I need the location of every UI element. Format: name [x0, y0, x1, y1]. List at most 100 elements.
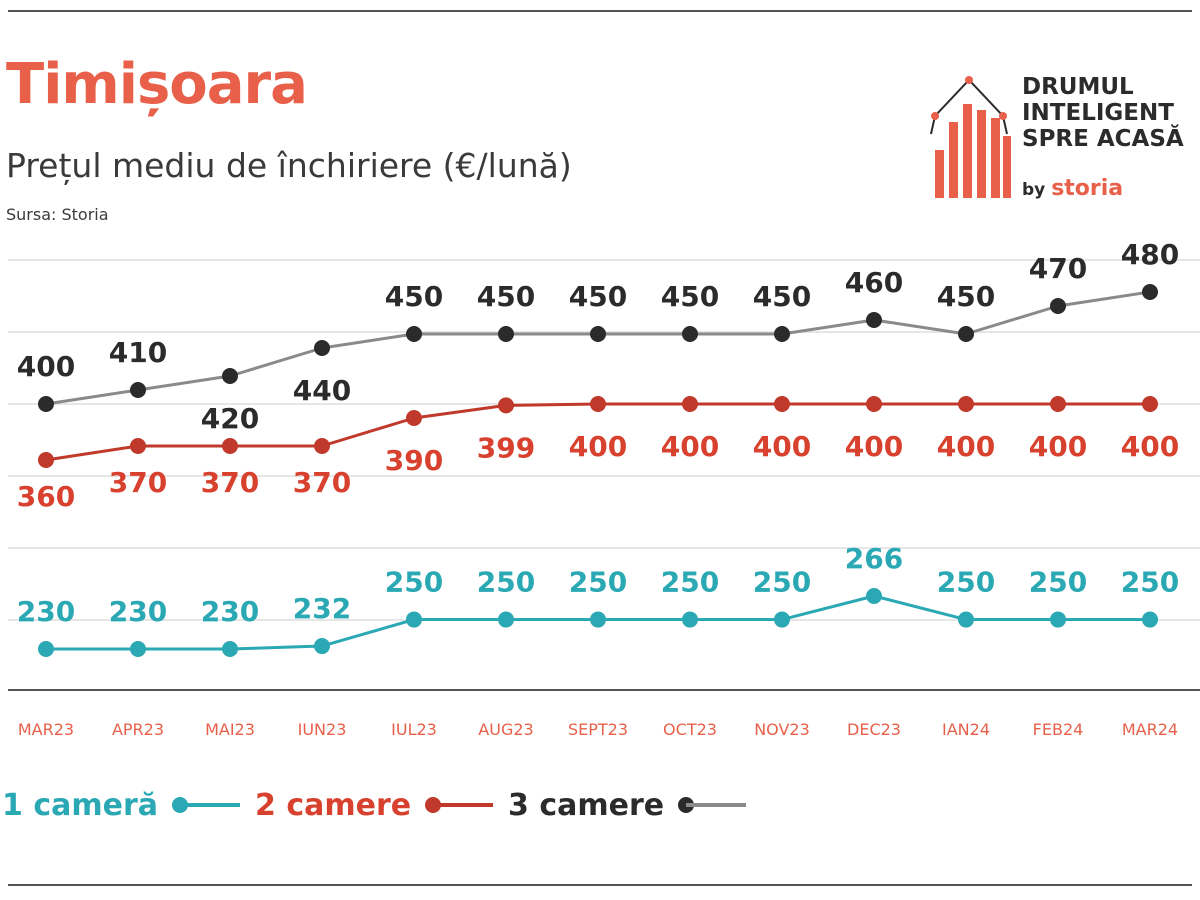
- legend-item-3-camere: 3 camere: [508, 785, 756, 825]
- data-label: 400: [753, 430, 811, 463]
- bottom-border: [8, 884, 1192, 886]
- data-point: [38, 396, 54, 412]
- data-label: 250: [661, 566, 719, 599]
- data-label: 360: [17, 480, 75, 513]
- data-point: [314, 638, 330, 655]
- data-point: [774, 611, 790, 628]
- data-label: 250: [385, 566, 443, 599]
- data-label: 450: [753, 280, 811, 313]
- logo-line-2: INTELIGENT: [1022, 100, 1174, 126]
- x-tick-label: SEPT23: [568, 720, 628, 739]
- data-point: [958, 611, 974, 628]
- x-tick-label: MAR23: [18, 720, 74, 739]
- logo-text: DRUMUL INTELIGENT SPRE ACASĂ: [1022, 74, 1184, 152]
- brand-logo: DRUMUL INTELIGENT SPRE ACASĂ by storia: [925, 72, 1195, 207]
- data-label: 390: [385, 444, 443, 477]
- x-tick-label: MAR24: [1122, 720, 1178, 739]
- x-tick-label: NOV23: [754, 720, 810, 739]
- data-label: 232: [293, 592, 351, 625]
- legend-swatch: [172, 797, 240, 813]
- data-point: [222, 438, 238, 454]
- legend-swatch: [425, 797, 494, 813]
- data-point: [1050, 611, 1066, 628]
- data-point: [222, 368, 238, 384]
- data-label: 370: [293, 466, 351, 499]
- data-point: [130, 641, 146, 657]
- x-tick-label: IUN23: [298, 720, 347, 739]
- data-point: [1142, 611, 1158, 628]
- data-point: [590, 326, 606, 342]
- source-note: Sursa: Storia: [6, 205, 109, 224]
- data-label: 230: [201, 595, 259, 628]
- data-point: [130, 382, 146, 398]
- legend-swatch: [678, 797, 747, 813]
- data-label: 400: [17, 350, 75, 383]
- data-label: 230: [109, 595, 167, 628]
- data-point: [406, 410, 422, 426]
- data-label: 400: [845, 430, 903, 463]
- data-label: 400: [1121, 430, 1179, 463]
- top-border: [8, 10, 1192, 12]
- data-point: [958, 396, 974, 412]
- data-point: [866, 312, 882, 328]
- logo-byline: by storia: [1022, 176, 1123, 201]
- data-point: [222, 641, 238, 657]
- logo-line-3: SPRE ACASĂ: [1022, 126, 1184, 152]
- data-label: 266: [845, 542, 903, 575]
- data-label: 420: [201, 402, 259, 435]
- data-label: 400: [937, 430, 995, 463]
- data-point: [498, 611, 514, 628]
- data-label: 450: [477, 280, 535, 313]
- data-label: 450: [385, 280, 443, 313]
- data-point: [406, 326, 422, 342]
- data-point: [866, 396, 882, 412]
- data-label: 440: [293, 374, 351, 407]
- x-tick-label: IUL23: [391, 720, 437, 739]
- data-point: [1142, 284, 1158, 300]
- legend-item-1-camera: 1 cameră: [2, 785, 250, 825]
- data-label: 250: [1029, 566, 1087, 599]
- legend-label: 2 camere: [255, 787, 412, 823]
- data-label: 480: [1121, 238, 1179, 271]
- logo-by: by: [1022, 180, 1046, 200]
- data-label: 250: [1121, 566, 1179, 599]
- data-point: [1050, 298, 1066, 314]
- data-label: 399: [477, 431, 535, 464]
- data-point: [590, 611, 606, 628]
- logo-line-1: DRUMUL: [1022, 74, 1134, 100]
- data-label: 370: [201, 466, 259, 499]
- data-point: [774, 326, 790, 342]
- data-label: 470: [1029, 252, 1087, 285]
- x-tick-label: DEC23: [847, 720, 901, 739]
- x-tick-label: IAN24: [942, 720, 990, 739]
- legend-label: 3 camere: [508, 787, 665, 823]
- x-tick-label: MAI23: [205, 720, 255, 739]
- data-point: [406, 611, 422, 628]
- data-label: 450: [569, 280, 627, 313]
- data-point: [590, 396, 606, 412]
- x-tick-label: APR23: [112, 720, 164, 739]
- data-label: 450: [937, 280, 995, 313]
- x-tick-label: AUG23: [478, 720, 533, 739]
- data-point: [682, 326, 698, 342]
- chart-title: Timișoara: [6, 52, 308, 117]
- data-point: [682, 611, 698, 628]
- data-point: [1142, 396, 1158, 412]
- data-point: [1050, 396, 1066, 412]
- data-point: [38, 452, 54, 468]
- data-label: 230: [17, 595, 75, 628]
- data-label: 410: [109, 336, 167, 369]
- data-label: 460: [845, 266, 903, 299]
- data-point: [498, 397, 514, 414]
- data-label: 400: [1029, 430, 1087, 463]
- x-tick-label: FEB24: [1033, 720, 1084, 739]
- x-tick-label: OCT23: [663, 720, 717, 739]
- line-chart: MAR23 APR23 MAI23 IUN23 IUL23 AUG23 SEPT23 OCT2…: [8, 238, 1200, 739]
- data-label: 400: [569, 430, 627, 463]
- data-label: 400: [661, 430, 719, 463]
- data-point: [130, 438, 146, 454]
- data-label: 370: [109, 466, 167, 499]
- data-point: [958, 326, 974, 342]
- data-point: [682, 396, 698, 412]
- data-label: 450: [661, 280, 719, 313]
